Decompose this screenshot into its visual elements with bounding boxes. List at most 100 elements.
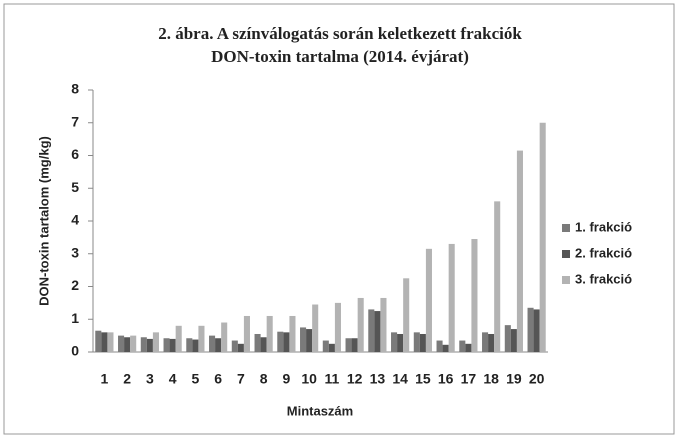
x-tick-label: 5 xyxy=(191,371,199,387)
bar xyxy=(237,343,244,352)
bar xyxy=(533,309,540,352)
bar xyxy=(130,335,137,352)
bar xyxy=(118,335,125,352)
bar xyxy=(192,339,199,352)
bar xyxy=(494,201,501,352)
bar xyxy=(448,243,455,352)
bar xyxy=(277,331,284,352)
bar xyxy=(357,297,364,352)
chart-title: 2. ábra. A színválogatás során keletkeze… xyxy=(158,24,522,43)
bar xyxy=(504,325,511,352)
bar xyxy=(152,332,159,352)
x-tick-label: 14 xyxy=(392,371,408,387)
x-tick-label: 18 xyxy=(483,371,499,387)
bar xyxy=(539,122,546,352)
x-tick-label: 1 xyxy=(100,371,108,387)
x-tick-label: 6 xyxy=(214,371,222,387)
y-tick-label: 1 xyxy=(71,310,79,326)
bar xyxy=(391,332,398,352)
bar xyxy=(95,330,102,352)
bar xyxy=(312,304,319,352)
bar xyxy=(403,278,410,352)
bar xyxy=(351,338,358,352)
y-tick-label: 2 xyxy=(71,277,79,293)
y-tick-label: 8 xyxy=(71,81,79,97)
bar xyxy=(510,329,517,352)
bar xyxy=(231,340,238,352)
bar xyxy=(442,344,449,352)
y-tick-label: 6 xyxy=(71,146,79,162)
bar xyxy=(254,333,261,352)
x-tick-label: 12 xyxy=(347,371,363,387)
x-tick-label: 8 xyxy=(260,371,268,387)
x-tick-label: 10 xyxy=(301,371,317,387)
bar xyxy=(186,338,193,352)
bar xyxy=(397,333,404,352)
bar xyxy=(215,338,222,352)
bar xyxy=(169,338,176,352)
bar xyxy=(413,332,420,352)
bar xyxy=(345,338,352,352)
bar xyxy=(198,325,205,352)
bar xyxy=(146,338,153,352)
bar xyxy=(260,337,267,352)
bar xyxy=(527,307,534,352)
legend-label: 1. frakció xyxy=(575,219,632,234)
x-tick-label: 13 xyxy=(370,371,386,387)
bar xyxy=(243,315,250,352)
bar xyxy=(209,335,216,352)
x-tick-label: 7 xyxy=(237,371,245,387)
bar xyxy=(283,332,290,352)
x-axis-label: Mintaszám xyxy=(287,403,353,418)
bar xyxy=(306,329,313,352)
x-tick-label: 17 xyxy=(461,371,477,387)
y-tick-label: 7 xyxy=(71,113,79,129)
bar xyxy=(328,343,335,352)
x-tick-label: 2 xyxy=(123,371,131,387)
bar xyxy=(465,343,472,352)
bar xyxy=(436,340,443,352)
chart-title: DON-toxin tartalma (2014. évjárat) xyxy=(211,47,469,66)
bar xyxy=(471,239,478,352)
bar xyxy=(289,315,296,352)
bar xyxy=(124,337,131,352)
x-tick-label: 16 xyxy=(438,371,454,387)
x-tick-label: 19 xyxy=(506,371,522,387)
y-axis-label: DON-toxin tartalom (mg/kg) xyxy=(36,136,51,306)
y-tick-label: 0 xyxy=(71,343,79,359)
bar xyxy=(488,333,495,352)
x-tick-label: 3 xyxy=(146,371,154,387)
bar xyxy=(380,297,387,352)
bar xyxy=(175,325,182,352)
bar xyxy=(425,248,432,352)
x-tick-label: 4 xyxy=(169,371,177,387)
bar xyxy=(221,322,228,352)
legend-swatch xyxy=(562,250,570,258)
bar xyxy=(140,337,147,352)
y-tick-label: 5 xyxy=(71,179,79,195)
y-tick-label: 4 xyxy=(71,212,79,228)
bar xyxy=(163,338,170,352)
bar xyxy=(374,311,381,352)
y-tick-label: 3 xyxy=(71,244,79,260)
bar xyxy=(322,340,329,352)
bar xyxy=(101,332,108,352)
bar xyxy=(334,302,341,352)
legend-swatch xyxy=(562,224,570,232)
x-tick-label: 9 xyxy=(282,371,290,387)
bar xyxy=(107,332,114,352)
bar xyxy=(266,315,273,352)
x-tick-label: 11 xyxy=(324,371,339,387)
chart-border xyxy=(3,3,675,435)
legend-swatch xyxy=(562,276,570,284)
bar xyxy=(482,332,489,352)
x-tick-label: 15 xyxy=(415,371,431,387)
legend-label: 2. frakció xyxy=(575,245,632,260)
bar xyxy=(459,340,466,352)
x-tick-label: 20 xyxy=(529,371,545,387)
bar xyxy=(300,327,307,352)
bar xyxy=(419,333,426,352)
legend-label: 3. frakció xyxy=(575,271,632,286)
bar xyxy=(516,150,523,352)
